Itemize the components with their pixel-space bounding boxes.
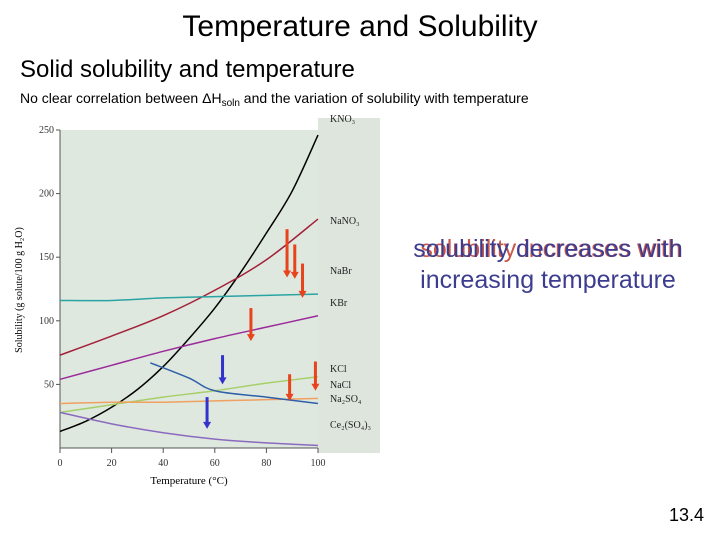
- change-arrow-head: [283, 270, 292, 278]
- change-arrow-head: [203, 421, 212, 429]
- series-labels: KNO₃ NaNO₃ NaBr KBr KCl NaCl Na₂SO₄ Ce₂(SO₄)₃: [330, 114, 371, 431]
- x-tick-label: 40: [158, 458, 168, 469]
- series-label: NaNO₃: [330, 216, 360, 227]
- plot-area: [60, 118, 380, 453]
- series-line: [150, 362, 319, 405]
- series-line: [59, 134, 319, 433]
- legend-background: [318, 118, 380, 453]
- x-axis-label: Temperature (°C): [150, 475, 228, 487]
- series-line: [59, 397, 319, 405]
- change-arrows: [203, 229, 320, 429]
- page-number: 13.4: [668, 505, 704, 525]
- y-tick-label: 200: [39, 189, 54, 200]
- axes: 0 20 40 60 80 100 50 100 150 200 250: [39, 125, 326, 469]
- series-curves: [59, 134, 319, 447]
- series-label: KNO₃: [330, 114, 355, 125]
- overlay-line-2: increasing temperature: [420, 266, 676, 294]
- solubility-chart: 0 20 40 60 80 100 50 100 150 200 250 KNO₃ NaNO₃ NaBr…: [14, 114, 380, 487]
- series-line: [59, 411, 319, 447]
- series-label: KBr: [330, 298, 348, 309]
- series-label: NaCl: [330, 380, 351, 391]
- series-label: KCl: [330, 364, 347, 375]
- change-arrow-head: [298, 290, 307, 298]
- x-tick-label: 20: [107, 458, 117, 469]
- overlay-main-text: solubility decreases with: [413, 235, 683, 263]
- change-arrow-head: [311, 383, 320, 391]
- slide-title: Temperature and Solubility: [182, 10, 538, 43]
- overlay-ghost-text: solubility increases with: [420, 235, 682, 263]
- change-arrow-head: [246, 334, 255, 342]
- y-tick-label: 100: [39, 316, 54, 327]
- x-tick-label: 80: [261, 458, 271, 469]
- x-tick-label: 0: [58, 458, 63, 469]
- note-prefix: No clear correlation between ΔH: [20, 90, 222, 106]
- series-line: [59, 376, 319, 414]
- y-tick-label: 50: [44, 379, 54, 390]
- solubility-overlay-text: solubility increases with solubility dec…: [398, 234, 698, 296]
- correlation-note: No clear correlation between ΔHsoln and …: [20, 90, 529, 109]
- series-line: [59, 293, 319, 302]
- change-arrow-head: [218, 377, 227, 385]
- series-label: NaBr: [330, 266, 352, 277]
- y-tick-label: 150: [39, 252, 54, 263]
- series-label: Ce₂(SO₄)₃: [330, 420, 371, 431]
- series-line: [59, 218, 319, 356]
- y-tick-label: 250: [39, 125, 54, 136]
- series-line: [59, 314, 319, 381]
- series-label: Na₂SO₄: [330, 394, 362, 405]
- change-arrow-head: [290, 271, 299, 279]
- y-axis-label: Solubility (g solute/100 g H₂O): [14, 227, 25, 353]
- plot-background: [60, 130, 318, 448]
- change-arrow-head: [285, 393, 294, 401]
- x-tick-label: 100: [311, 458, 326, 469]
- note-subscript: soln: [221, 98, 240, 109]
- slide-subtitle: Solid solubility and temperature: [20, 56, 355, 83]
- x-tick-label: 60: [210, 458, 220, 469]
- note-suffix: and the variation of solubility with tem…: [239, 90, 529, 106]
- overlay-line-1: solubility increases with solubility dec…: [398, 234, 698, 265]
